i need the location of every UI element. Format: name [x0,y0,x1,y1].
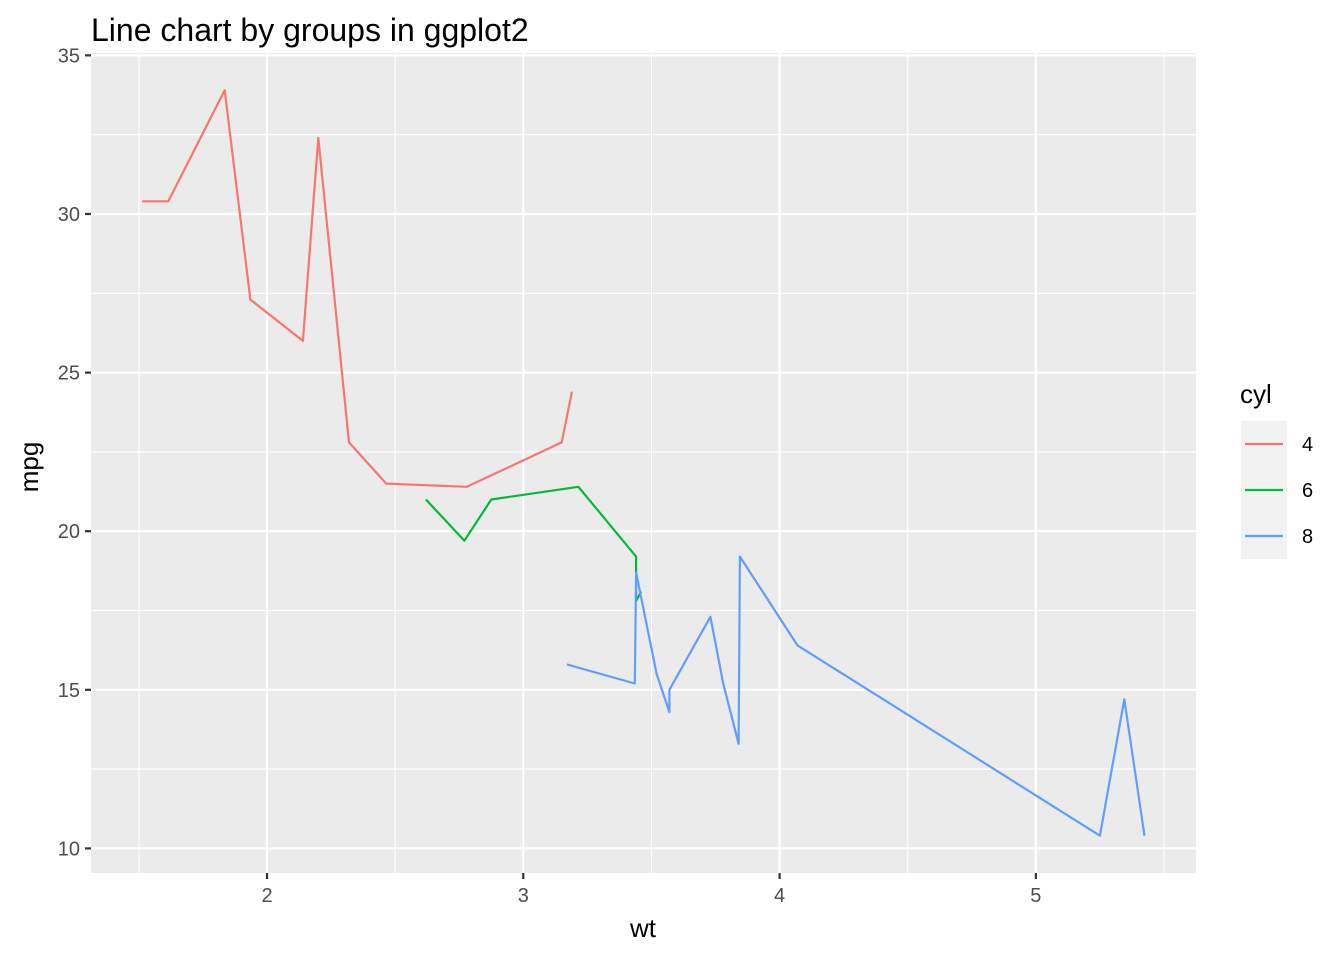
legend-label-cyl-8: 8 [1302,526,1313,548]
legend-label-cyl-4: 4 [1302,434,1313,456]
y-tick-label: 25 [58,363,80,385]
plot-panel [91,53,1196,873]
x-axis-title: wt [629,913,657,943]
y-axis-title: mpg [14,442,44,493]
y-axis: 10 15 20 25 30 35 [58,45,91,860]
legend-items: 4 6 8 [1241,421,1313,559]
chart-title: Line chart by groups in ggplot2 [91,12,529,48]
x-tick-label: 3 [518,885,529,907]
series-line-cyl-8 [566,555,1146,837]
x-tick-label: 2 [261,885,272,907]
x-tick-label: 5 [1030,885,1041,907]
x-tick-label: 4 [774,885,785,907]
y-tick-label: 35 [58,45,80,67]
legend: cyl 4 6 8 [1240,379,1313,559]
legend-label-cyl-6: 6 [1302,480,1313,502]
y-tick-label: 30 [58,204,80,226]
y-tick-label: 10 [58,838,80,860]
y-tick-label: 15 [58,680,80,702]
minor-gridlines [91,53,1196,873]
major-gridlines [91,53,1196,873]
series-line-cyl-4 [142,89,574,488]
series-lines [142,89,1146,837]
y-tick-label: 20 [58,521,80,543]
legend-title: cyl [1240,379,1272,409]
x-axis: 2 3 4 5 [261,873,1041,907]
